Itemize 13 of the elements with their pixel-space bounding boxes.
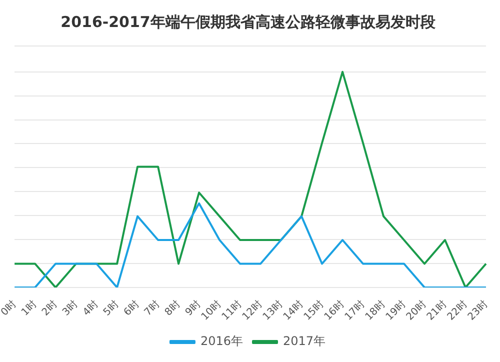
x-tick-label: 23时 <box>465 298 490 323</box>
x-tick-label: 6时 <box>121 298 142 318</box>
chart-title: 2016-2017年端午假期我省高速公路轻微事故易发时段 <box>60 12 436 31</box>
x-tick-label: 4时 <box>80 298 101 318</box>
x-tick-label: 7时 <box>142 298 162 318</box>
x-tick-label: 5时 <box>100 298 122 318</box>
legend-label: 2016年 <box>200 334 244 348</box>
x-tick-label: 0时 <box>0 298 19 318</box>
x-tick-label: 8时 <box>162 298 182 318</box>
x-tick-label: 1时 <box>18 298 40 318</box>
legend-label: 2017年 <box>283 334 326 348</box>
x-tick-label: 3时 <box>60 298 80 318</box>
x-tick-label: 2时 <box>39 298 60 318</box>
